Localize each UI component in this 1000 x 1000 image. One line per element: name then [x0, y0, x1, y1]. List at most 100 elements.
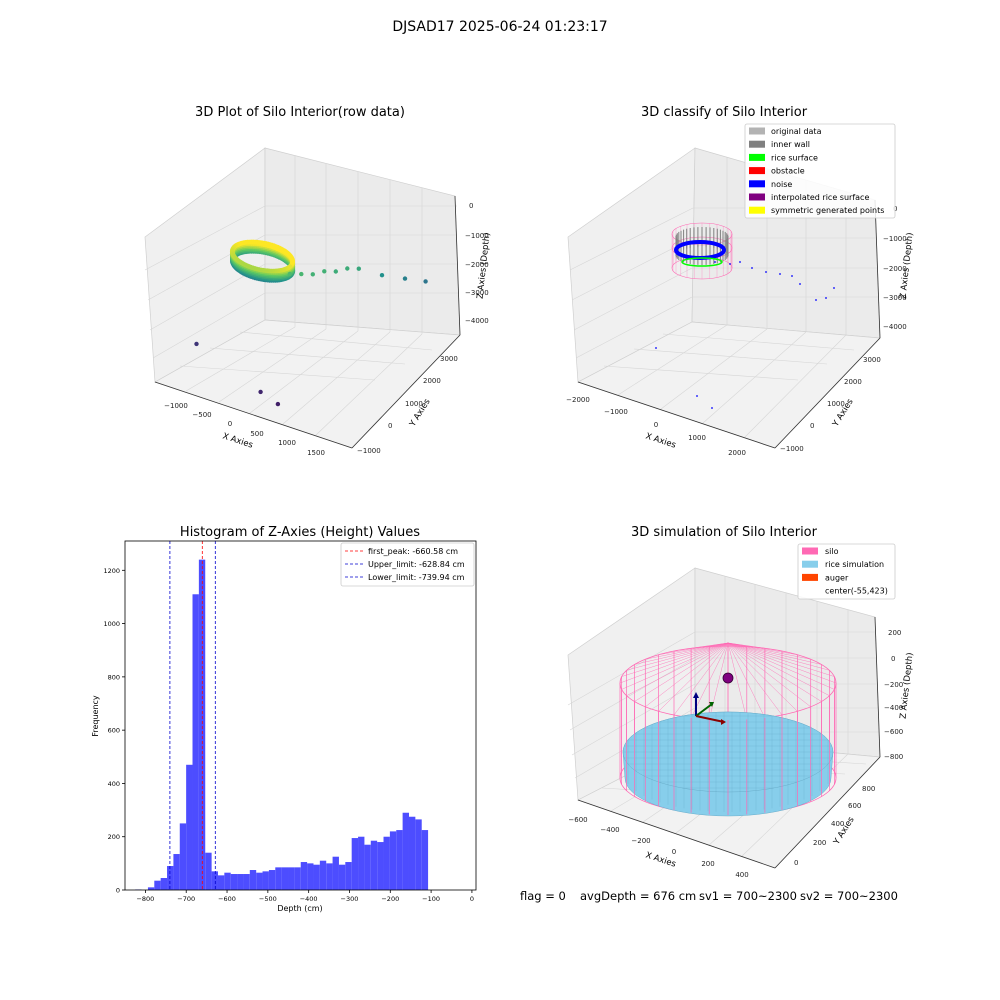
sim-triad-y: [695, 703, 713, 717]
cls-x-tick: 2000: [728, 449, 746, 457]
raw-x-tick: 1500: [307, 449, 325, 457]
hist-x-tick-label: −800: [136, 895, 154, 903]
sim-x-tick: 400: [735, 871, 748, 879]
cls-x-tick: 1000: [688, 434, 706, 442]
cls-noise-point: [696, 395, 698, 397]
hist-bar: [173, 854, 180, 890]
sim-auger-body: [722, 672, 734, 684]
cls-noise-point: [729, 263, 731, 265]
hist-bar: [307, 863, 314, 890]
hist-bar: [243, 874, 250, 890]
hist-y-tick-label: 1200: [103, 567, 120, 575]
sim-silo-front: [619, 683, 837, 815]
cls-noise-point: [779, 273, 781, 275]
sim-legend-label: auger: [825, 573, 849, 582]
hist-legend-label: first_peak: -660.58 cm: [368, 547, 458, 556]
figure-suptitle: DJSAD17 2025-06-24 01:23:17: [392, 19, 607, 35]
sim-legend-swatch: [802, 573, 818, 581]
footer-flag: flag = 0: [520, 889, 566, 903]
cls-y-ticks: −1000 0 1000 2000 3000: [780, 356, 881, 453]
cls-legend-swatch: [749, 193, 765, 201]
cls-legend-label: rice surface: [771, 153, 818, 162]
cls-noise-point: [825, 297, 827, 299]
cls-legend-swatch: [749, 167, 765, 175]
hist-bar: [396, 830, 403, 890]
cls-z-tick: −3000: [883, 294, 907, 302]
sim-silo-roof-wire: [658, 642, 729, 712]
hist-bar: [256, 872, 263, 890]
hist-bar: [154, 880, 161, 890]
sim-x-ticks: −600 −400 −200 0 200 400: [568, 816, 748, 879]
cls-legend-label: symmetric generated points: [771, 206, 884, 215]
hist-x-tick-label: −500: [259, 895, 277, 903]
cls-noise-point: [714, 261, 716, 263]
sim-silo-roof-wire: [673, 642, 729, 716]
raw-y-tick: 2000: [423, 377, 441, 385]
panel-classify-3d: 3D classify of Silo Interior −2000 −1000…: [566, 105, 915, 457]
cls-legend: original data inner wall rice surface obsta…: [744, 123, 896, 219]
cls-y-tick: 2000: [844, 378, 862, 386]
sim-axis-x: [577, 799, 776, 869]
raw-outlier-point: [275, 401, 281, 407]
raw-outlier-point: [379, 273, 385, 278]
raw-outlier-point: [333, 269, 338, 274]
footer-sv1: sv1 = 700~2300: [699, 889, 797, 903]
hist-x-tick-label: −600: [218, 895, 236, 903]
sim-triad-x: [695, 715, 725, 723]
hist-bar: [192, 594, 199, 890]
raw-pane-back: [264, 147, 461, 336]
sim-y-tick: 800: [862, 785, 875, 793]
sim-silo-roof-wire: [727, 642, 835, 690]
hist-bar: [389, 831, 397, 890]
hist-bar: [211, 871, 218, 890]
hist-bar: [268, 870, 276, 890]
sim-silo-roof-wire: [727, 642, 811, 660]
cls-legend-swatch: [749, 127, 765, 135]
raw-x-tick: 500: [250, 430, 263, 438]
raw-axis-z: [454, 195, 461, 336]
sim-silo-roof-wire: [727, 642, 811, 707]
hist-y-ticks: 0 200 400 600 800 1000 1200: [103, 567, 125, 895]
cls-y-tick: −1000: [780, 445, 804, 453]
sim-y-tick: 600: [848, 802, 861, 810]
sim-y-ticks: 0 200 400 600 800: [794, 785, 875, 867]
raw-z-tick: −4000: [465, 317, 489, 325]
hist-legend-items: first_peak: -660.58 cm Upper_limit: -628.…: [345, 547, 465, 582]
raw-x-tick: −1000: [164, 402, 188, 410]
hist-y-tick-label: 400: [108, 780, 120, 788]
sim-triad-y-head: [709, 702, 714, 707]
raw-z-tick: 0: [469, 202, 473, 210]
sim-zlabel: Z Axies (Depth): [899, 652, 916, 719]
hist-bar: [249, 870, 257, 890]
sim-center-triad: [693, 692, 726, 725]
cls-legend-label: noise: [771, 180, 792, 189]
hist-bar: [179, 823, 187, 890]
cls-z-tick: −1000: [883, 235, 907, 243]
sim-silo-roof-wire: [727, 642, 830, 671]
sim-silo-roof-wire: [626, 642, 729, 671]
hist-legend: first_peak: -660.58 cm Upper_limit: -628.…: [340, 542, 475, 587]
raw-outlier-point: [322, 269, 327, 274]
footer-sv2: sv2 = 700~2300: [800, 889, 898, 903]
hist-bar: [408, 816, 416, 890]
hist-bar: [205, 852, 212, 890]
cls-legend-swatch: [749, 180, 765, 188]
sim-silo-roof-wire: [626, 642, 729, 696]
raw-y-ticks: −1000 0 1000 2000 3000: [357, 355, 458, 455]
sim-silo-roof-wire: [727, 642, 830, 696]
hist-legend-label: Lower_limit: -739.94 cm: [368, 573, 465, 582]
hist-x-tick-label: 0: [470, 895, 474, 903]
raw-y-tick: −1000: [357, 447, 381, 455]
hist-x-tick-label: −700: [177, 895, 195, 903]
raw-x-ticks: −1000 −500 0 500 1000 1500: [164, 402, 325, 457]
sim-legend: silo rice simulation auger center(-55,423): [797, 543, 896, 600]
cls-legend-items: original data inner wall rice surface obsta…: [749, 127, 884, 215]
hist-bar: [262, 871, 269, 890]
footer-avg-depth: avgDepth = 676 cm: [580, 889, 696, 903]
hist-bar: [332, 856, 339, 890]
sim-silo-roof-wire: [727, 642, 798, 655]
raw-outlier-point: [299, 271, 304, 277]
hist-bar: [402, 812, 409, 890]
hist-x-tick-label: −100: [422, 895, 440, 903]
